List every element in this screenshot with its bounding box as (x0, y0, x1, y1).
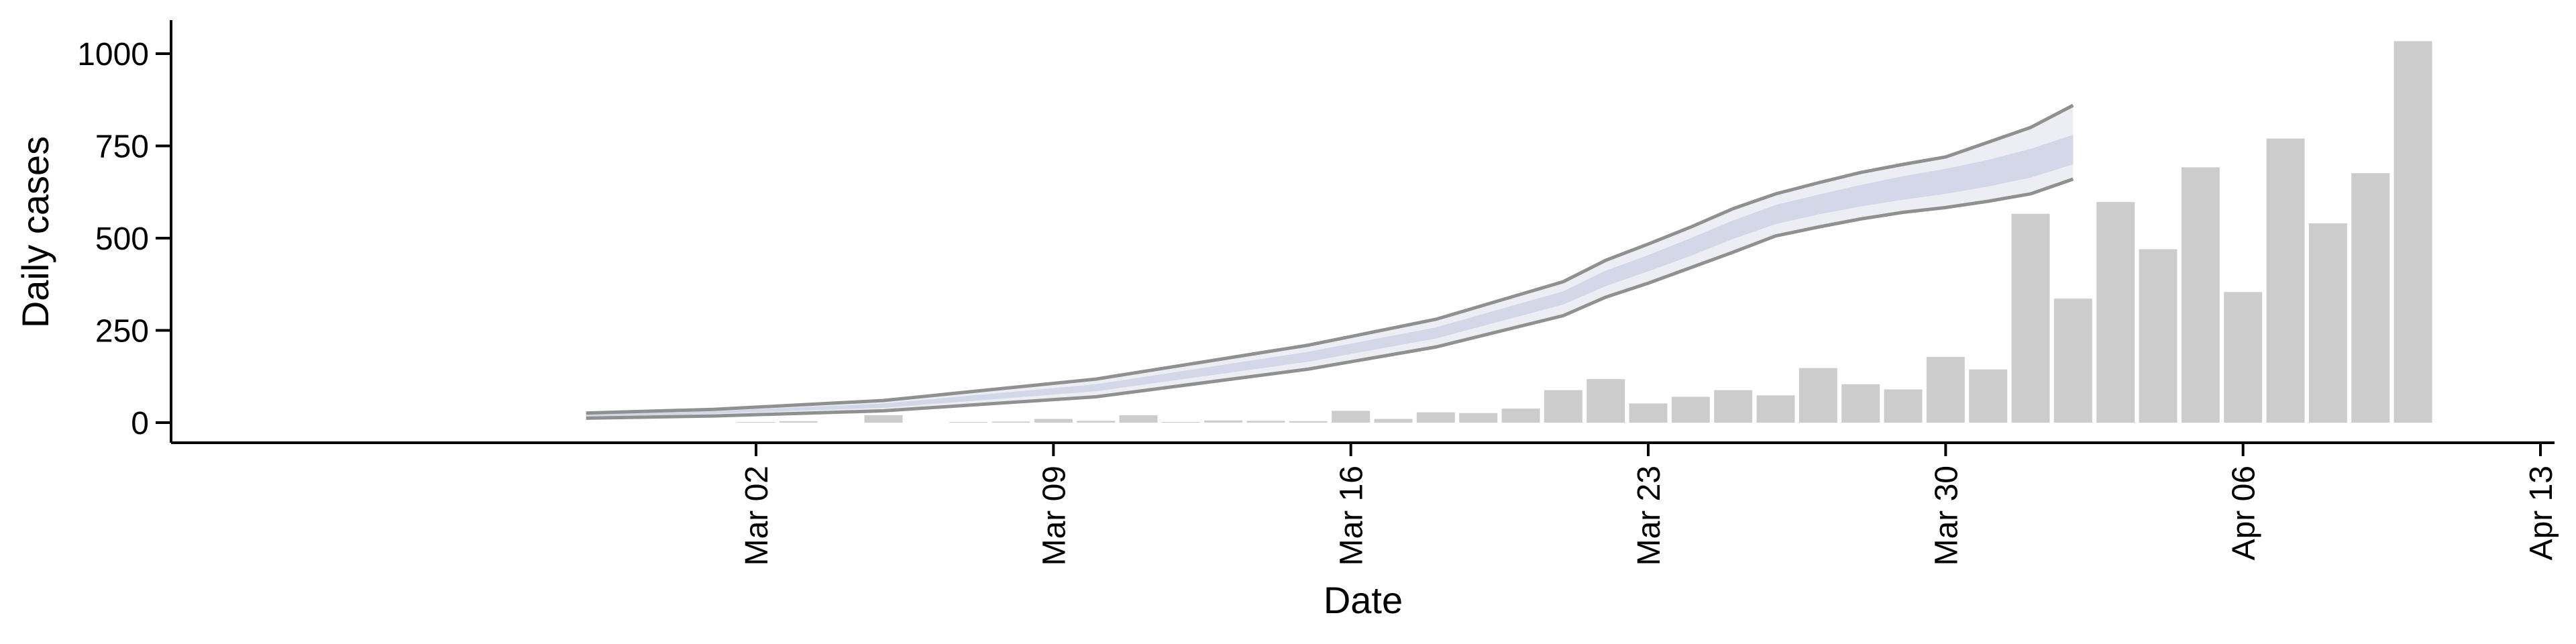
bar-2020-03-12 (1161, 421, 1200, 423)
bar-2020-04-10 (2394, 41, 2432, 423)
projection-outer-band (586, 105, 2074, 419)
bar-2020-03-15 (1289, 421, 1328, 423)
bar-2020-04-02 (2053, 299, 2092, 423)
x-tick-label: Mar 16 (1334, 466, 1370, 566)
bar-2020-03-14 (1246, 421, 1285, 423)
bar-2020-03-26 (1756, 395, 1795, 423)
x-tick-label: Mar 23 (1631, 466, 1667, 566)
bar-2020-03-05 (864, 415, 903, 423)
projection-layer (586, 103, 2074, 420)
bars-layer (737, 41, 2432, 423)
bar-2020-03-20 (1501, 409, 1540, 423)
bar-2020-04-08 (2308, 223, 2347, 423)
projection-upper-line (586, 103, 2074, 415)
bar-2020-04-05 (2181, 167, 2220, 423)
bar-2020-03-22 (1587, 379, 1625, 423)
bar-2020-03-13 (1204, 420, 1243, 423)
bar-2020-03-27 (1799, 368, 1837, 423)
x-tick-label: Mar 02 (739, 466, 775, 566)
bar-2020-03-30 (1926, 357, 1965, 423)
x-tick-label: Apr 13 (2524, 466, 2559, 560)
bar-2020-03-02 (737, 421, 775, 423)
bar-2020-03-10 (1077, 421, 1116, 423)
projection-lower-line (586, 177, 2074, 420)
bar-2020-03-25 (1714, 390, 1753, 423)
y-tick-label: 1000 (77, 37, 149, 72)
x-axis-title: Date (1324, 579, 1403, 621)
bar-2020-04-03 (2096, 202, 2135, 423)
bar-2020-03-19 (1459, 413, 1498, 423)
bar-2020-04-01 (2011, 213, 2050, 423)
y-tick-label: 500 (95, 221, 149, 257)
y-tick-label: 0 (131, 406, 149, 441)
bar-2020-03-21 (1544, 390, 1582, 423)
x-tick-label: Mar 09 (1036, 466, 1072, 566)
bar-2020-03-31 (1969, 369, 2008, 423)
x-tick-label: Apr 06 (2226, 466, 2262, 560)
bar-2020-03-08 (991, 421, 1030, 423)
bar-2020-03-16 (1332, 411, 1371, 423)
bar-2020-03-03 (779, 421, 818, 423)
ticks-layer: 0 250 500 750 1000 Mar 02 Mar 09 Mar 16 Mar 23 Ma… (77, 37, 2559, 566)
bar-2020-04-04 (2139, 249, 2178, 423)
bar-2020-03-17 (1374, 419, 1413, 423)
bar-2020-03-11 (1119, 415, 1158, 423)
bar-2020-03-07 (949, 421, 988, 423)
bar-2020-03-28 (1841, 384, 1880, 423)
bar-2020-03-23 (1629, 403, 1668, 423)
bar-2020-03-24 (1671, 396, 1710, 423)
bar-2020-04-09 (2351, 173, 2390, 423)
y-axis-title: Daily cases (14, 136, 56, 328)
x-tick-label: Mar 30 (1929, 466, 1964, 566)
bar-2020-04-06 (2224, 292, 2263, 423)
y-tick-label: 750 (95, 129, 149, 165)
bar-2020-03-29 (1884, 389, 1923, 423)
bar-2020-04-07 (2266, 138, 2305, 423)
y-tick-label: 250 (95, 314, 149, 350)
bar-2020-03-18 (1416, 412, 1455, 423)
bar-2020-03-09 (1034, 419, 1073, 423)
axes-layer (170, 20, 2555, 444)
